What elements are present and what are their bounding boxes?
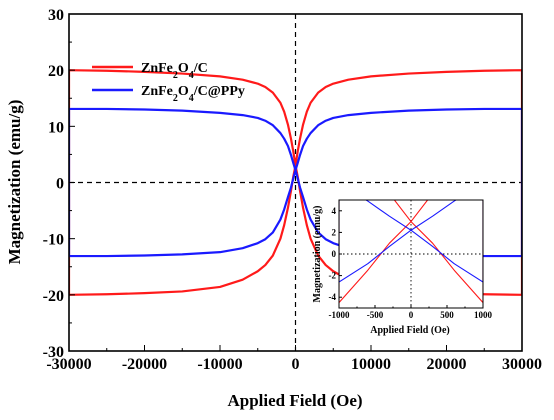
inset-chart: -1000 -500 0 500 1000 -4 -2 0 2 4 Applied Field (… — [312, 199, 493, 336]
inset-x-tick-label: 0 — [409, 310, 414, 320]
y-axis-title: Magnetization (emu/g) — [5, 100, 24, 265]
inset-y-tick-label: 4 — [332, 206, 337, 216]
y-tick-label: -10 — [43, 232, 64, 249]
x-tick-label: 20000 — [427, 356, 467, 373]
inset-x-tick-label: 1000 — [474, 310, 493, 320]
inset-x-tick-label: -1000 — [329, 310, 350, 320]
x-tick-label: -10000 — [197, 356, 242, 373]
x-axis-title: Applied Field (Oe) — [227, 391, 362, 410]
y-tick-label: 30 — [48, 7, 64, 24]
inset-x-axis-title: Applied Field (Oe) — [370, 325, 449, 336]
x-tick-label: 0 — [292, 356, 300, 373]
inset-x-tick-label: -500 — [367, 310, 384, 320]
inset-y-tick-label: -2 — [329, 271, 337, 281]
x-tick-label: -20000 — [122, 356, 167, 373]
inset-y-axis-title: Magnetization (emu/g) — [312, 206, 323, 303]
x-tick-label: 10000 — [351, 356, 391, 373]
legend: ZnFe2O4/C ZnFe2O4/C@PPy — [92, 61, 245, 104]
y-tick-label: 20 — [48, 63, 64, 80]
legend-label-0: ZnFe2O4/C — [141, 61, 208, 81]
inset-y-tick-label: -4 — [329, 292, 337, 302]
series-loop-1 — [69, 107, 522, 258]
series-loop-0 — [69, 69, 522, 296]
y-tick-label: -30 — [43, 344, 64, 361]
inset-y-tick-label: 2 — [332, 227, 337, 237]
x-tick-label: 30000 — [502, 356, 542, 373]
legend-label-1: ZnFe2O4/C@PPy — [141, 84, 245, 104]
y-tick-label: 0 — [56, 176, 64, 193]
y-tick-label: 10 — [48, 119, 64, 136]
inset-y-tick-label: 0 — [332, 249, 337, 259]
inset-series-loop-1 — [339, 200, 483, 283]
x-tick-label: -30000 — [46, 356, 91, 373]
inset-x-tick-label: 500 — [440, 310, 454, 320]
y-tick-label: -20 — [43, 288, 64, 305]
inset-series-loop-0 — [339, 200, 483, 304]
